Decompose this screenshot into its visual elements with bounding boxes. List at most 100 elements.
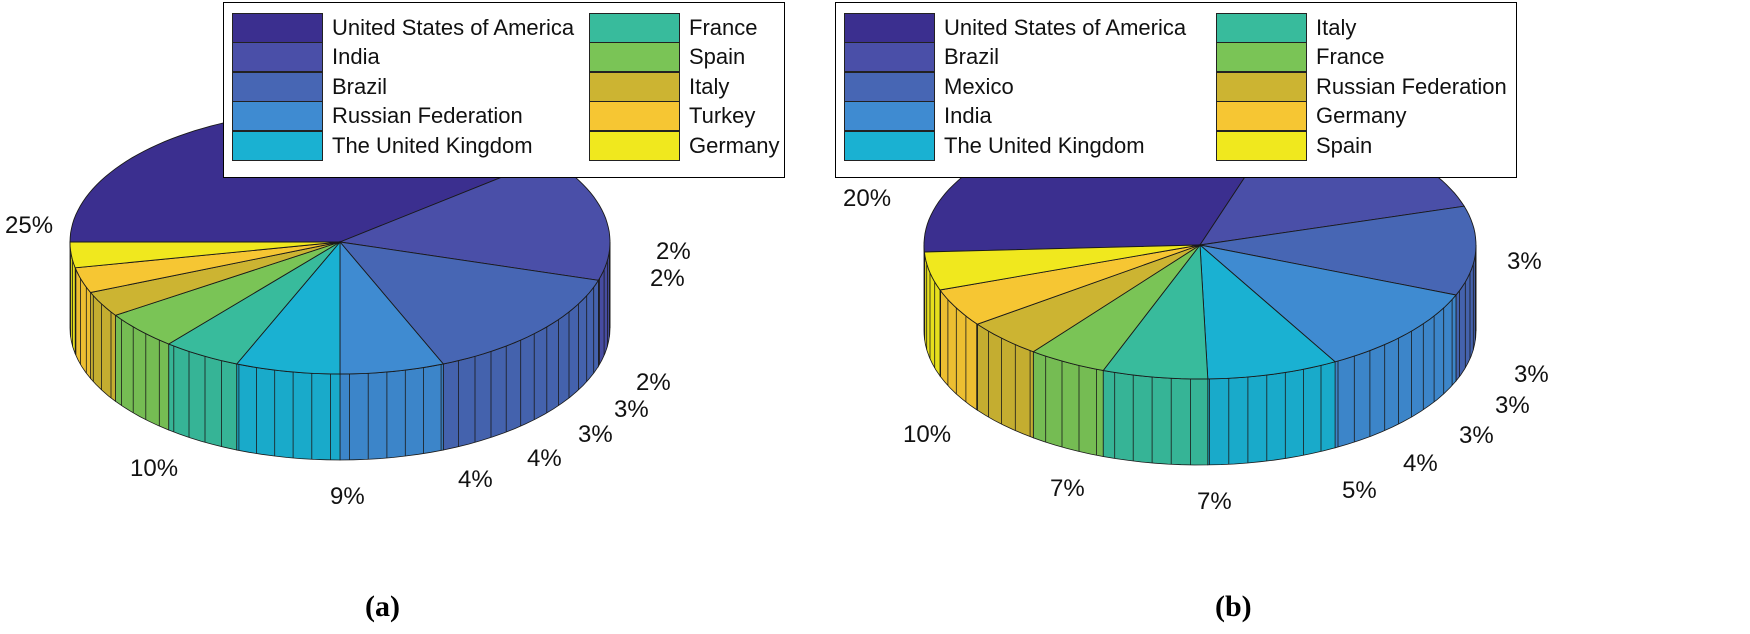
legend-label-b-7: Russian Federation <box>1316 73 1507 99</box>
pie-slice-b-9 <box>923 244 1201 291</box>
legend-item-b-1: Brazil <box>844 41 999 74</box>
legend-item-b-0: United States of America <box>844 11 1186 44</box>
legend-label-a-2: Brazil <box>332 73 388 99</box>
legend-label-a-8: Turkey <box>689 103 756 128</box>
pie-wall-a-4 <box>236 363 341 461</box>
legend-swatch-b-9 <box>1216 130 1307 161</box>
legend-item-b-7: Russian Federation <box>1216 70 1507 103</box>
legend-label-b-4: The United Kingdom <box>944 132 1145 158</box>
chart-panel-a: United States of America India Brazil Russi… <box>5 2 785 623</box>
pct-label-a-9: 2% <box>656 238 691 265</box>
legend-swatch-a-7 <box>589 71 680 102</box>
pie-slice-b-6 <box>1032 244 1201 371</box>
pie-slice-a-9 <box>69 241 341 269</box>
legend-label-a-4: The United Kingdom <box>332 132 533 158</box>
pie-walls-b <box>923 244 1477 466</box>
legend-swatch-b-0 <box>844 12 935 43</box>
pct-label-a-2: 9% <box>330 483 365 510</box>
legend-item-b-6: France <box>1216 41 1384 74</box>
legend-label-b-1: Brazil <box>944 44 1000 69</box>
pct-label-b-3: 7% <box>1197 488 1232 515</box>
pie-slice-a-6 <box>114 241 341 345</box>
legend-item-a-0: United States of America <box>232 11 574 44</box>
legend-item-a-9: Germany <box>589 129 779 162</box>
legend-swatch-a-8 <box>589 101 680 131</box>
pie-slice-a-3 <box>339 240 445 375</box>
legend-swatch-b-1 <box>844 42 935 72</box>
pie-slice-b-4 <box>1199 243 1337 380</box>
pie-walls-a <box>69 241 611 461</box>
chart-panel-b: United States of America Brazil Mexico Indi… <box>835 0 1750 634</box>
legend-label-b-3: India <box>944 103 992 128</box>
pie-wall-b-5 <box>1102 370 1209 466</box>
pct-label-a-0: 25% <box>5 212 54 239</box>
legend-swatch-a-2 <box>232 71 323 102</box>
legend-label-b-5: Italy <box>1316 14 1357 40</box>
legend-swatch-a-5 <box>589 12 680 43</box>
pct-label-b-9: 3% <box>1507 248 1542 275</box>
pie-slice-a-4 <box>235 240 341 375</box>
legend-swatch-a-1 <box>232 42 323 72</box>
legend-swatch-b-6 <box>1216 42 1307 72</box>
legend-item-a-3: Russian Federation <box>232 100 523 133</box>
legend-item-b-4: The United Kingdom <box>844 129 1145 162</box>
legend-label-a-3: Russian Federation <box>332 103 523 128</box>
legend-label-a-0: United States of America <box>332 14 575 40</box>
legend-swatch-a-0 <box>232 12 323 43</box>
caption-a: (a) <box>365 590 400 623</box>
pct-label-a-7: 2% <box>636 369 671 396</box>
pct-label-b-4: 5% <box>1342 477 1377 504</box>
pct-label-a-5: 3% <box>578 421 613 448</box>
legend-label-b-2: Mexico <box>944 73 1014 99</box>
legend-label-a-6: Spain <box>689 44 746 69</box>
legend-swatch-b-8 <box>1216 101 1307 131</box>
pct-label-a-8: 2% <box>650 265 685 292</box>
pie-slice-b-2 <box>1199 205 1477 296</box>
pct-label-a-6: 3% <box>614 396 649 423</box>
legend-item-a-6: Spain <box>589 41 745 74</box>
caption-b: (b) <box>1215 590 1252 623</box>
legend-item-a-8: Turkey <box>589 100 755 133</box>
legend-item-b-3: India <box>844 100 992 133</box>
legend-swatch-b-5 <box>1216 12 1307 43</box>
legend-item-b-5: Italy <box>1216 11 1356 44</box>
pie-slice-a-5 <box>167 241 341 365</box>
pct-label-b-2: 7% <box>1050 475 1085 502</box>
legend-item-a-4: The United Kingdom <box>232 129 533 162</box>
pct-label-b-0: 20% <box>843 185 892 212</box>
pie-slice-a-8 <box>74 241 341 293</box>
pie-slice-a-7 <box>89 241 341 316</box>
pie-wall-a-3 <box>339 363 444 461</box>
pct-label-a-3: 4% <box>458 466 493 493</box>
legend-item-b-2: Mexico <box>844 70 1014 103</box>
legend-swatch-a-4 <box>232 130 323 161</box>
pct-label-b-5: 4% <box>1403 450 1438 477</box>
pct-label-b-8: 3% <box>1514 361 1549 388</box>
legend-a: United States of America India Brazil Russi… <box>223 2 785 178</box>
legend-swatch-b-4 <box>844 130 935 161</box>
legend-swatch-b-7 <box>1216 71 1307 102</box>
pie-slice-b-7 <box>976 244 1201 353</box>
pct-label-b-6: 3% <box>1459 422 1494 449</box>
legend-swatch-a-9 <box>589 130 680 161</box>
legend-item-a-1: India <box>232 41 380 74</box>
legend-item-a-7: Italy <box>589 70 729 103</box>
legend-label-a-7: Italy <box>689 73 730 99</box>
legend-item-a-5: France <box>589 11 757 44</box>
pie-slice-b-5 <box>1102 243 1209 380</box>
legend-item-a-2: Brazil <box>232 70 387 103</box>
legend-item-b-9: Spain <box>1216 129 1372 162</box>
legend-item-b-8: Germany <box>1216 100 1406 133</box>
pie-slice-a-2 <box>338 241 600 365</box>
pct-label-b-7: 3% <box>1495 392 1530 419</box>
pct-label-a-4: 4% <box>527 445 562 472</box>
legend-label-a-1: India <box>332 44 380 69</box>
pct-label-b-1: 10% <box>903 421 952 448</box>
legend-b: United States of America Brazil Mexico Indi… <box>835 2 1517 178</box>
legend-label-b-0: United States of America <box>944 14 1187 40</box>
pct-label-a-1: 10% <box>130 455 179 482</box>
legend-swatch-a-6 <box>589 42 680 72</box>
legend-label-b-8: Germany <box>1316 103 1407 128</box>
legend-swatch-b-2 <box>844 71 935 102</box>
legend-label-a-5: France <box>689 14 758 40</box>
